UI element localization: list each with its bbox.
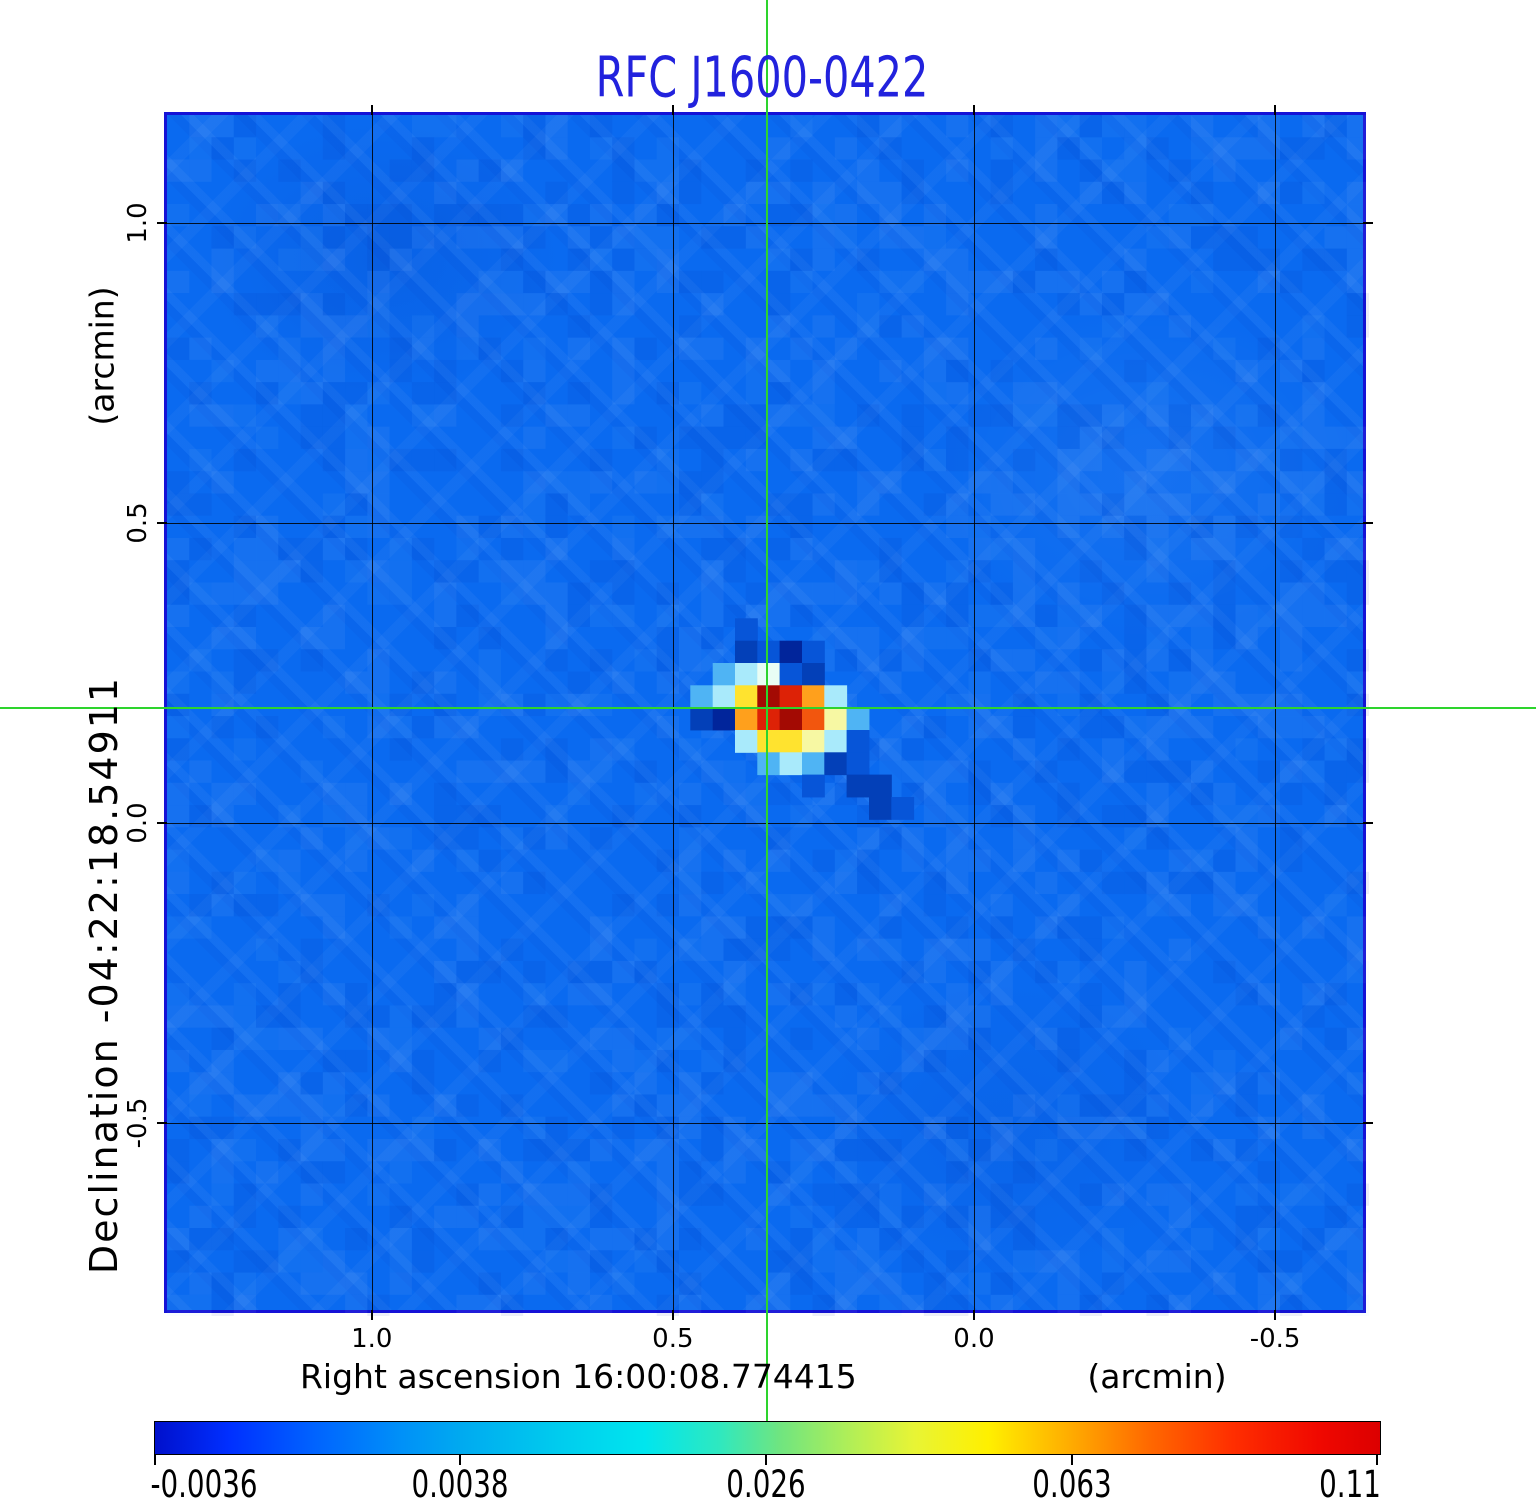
crosshair-vertical-line <box>766 0 768 1421</box>
y-axis-title: Declination -04:22:18.54911 <box>82 675 126 1275</box>
axis-tick-mark <box>1363 822 1373 825</box>
x-axis-title: Right ascension 16:00:08.774415 <box>300 1357 857 1396</box>
gridline-horizontal <box>167 823 1363 825</box>
x-tick-label: 1.0 <box>351 1324 393 1354</box>
figure-title: RFC J1600-0422 <box>595 45 929 111</box>
y-tick-label: 1.0 <box>123 202 153 244</box>
axis-tick-mark <box>157 222 167 225</box>
gridline-horizontal <box>167 223 1363 225</box>
y-axis-unit-label: (arcmin) <box>82 286 122 426</box>
axis-tick-mark <box>370 1310 373 1320</box>
sky-map-image <box>157 105 1373 1320</box>
x-tick-label: 0.5 <box>652 1324 694 1354</box>
axis-tick-mark <box>671 1310 674 1320</box>
y-tick-label: 0.5 <box>123 502 153 544</box>
colorbar-tick-label: 0.026 <box>726 1463 806 1506</box>
axis-tick-mark <box>1363 1122 1373 1125</box>
axis-tick-mark <box>157 822 167 825</box>
colorbar <box>154 1421 1381 1455</box>
axis-tick-mark <box>671 105 674 115</box>
colorbar-tick-mark <box>154 1455 157 1465</box>
colorbar-tick-label: 0.11 <box>1319 1463 1382 1506</box>
crosshair-horizontal-line <box>0 707 1536 709</box>
colorbar-tick-label: 0.0038 <box>410 1463 509 1506</box>
axis-tick-mark <box>157 522 167 525</box>
gridline-vertical <box>672 115 674 1310</box>
axis-tick-mark <box>972 1310 975 1320</box>
colorbar-tick-label: 0.063 <box>1032 1463 1112 1506</box>
x-tick-label: -0.5 <box>1249 1324 1301 1354</box>
axis-tick-mark <box>1363 522 1373 525</box>
axis-tick-mark <box>1274 105 1277 115</box>
axis-tick-mark <box>1274 1310 1277 1320</box>
gridline-horizontal <box>167 523 1363 525</box>
gridline-vertical <box>1275 115 1277 1310</box>
gridline-horizontal <box>167 1123 1363 1125</box>
y-tick-label: 0.0 <box>123 802 153 844</box>
x-tick-label: 0.0 <box>953 1324 995 1354</box>
colorbar-tick-mark <box>1376 1455 1379 1465</box>
colorbar-tick-mark <box>765 1455 768 1465</box>
axis-tick-mark <box>972 105 975 115</box>
axis-tick-mark <box>1363 222 1373 225</box>
axis-tick-mark <box>157 1122 167 1125</box>
colorbar-tick-label: -0.0036 <box>150 1463 258 1506</box>
y-tick-label: -0.5 <box>123 1097 153 1149</box>
axis-tick-mark <box>370 105 373 115</box>
colorbar-tick-mark <box>1070 1455 1073 1465</box>
noise-texture <box>167 115 1369 1316</box>
colorbar-tick-mark <box>458 1455 461 1465</box>
x-axis-unit-label: (arcmin) <box>1087 1357 1227 1396</box>
gridline-vertical <box>973 115 975 1310</box>
gridline-vertical <box>371 115 373 1310</box>
radio-source-blob <box>690 618 915 820</box>
